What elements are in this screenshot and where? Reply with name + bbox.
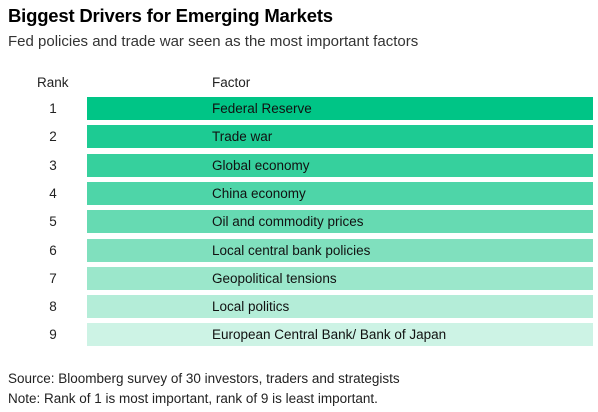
factor-bar	[87, 125, 593, 149]
rank-number: 7	[49, 270, 57, 286]
ranking-row: 2 Trade war	[0, 123, 598, 151]
factor-bar	[87, 323, 593, 347]
rank-column-header: Rank	[37, 75, 69, 90]
ranking-row: 6 Local central bank policies	[0, 237, 598, 265]
chart-subtitle: Fed policies and trade war seen as the m…	[8, 33, 419, 50]
factor-label: European Central Bank/ Bank of Japan	[212, 327, 447, 343]
factor-label: Federal Reserve	[212, 101, 312, 116]
factor-label: China economy	[212, 185, 306, 201]
factor-label: Local central bank policies	[212, 242, 371, 258]
rank-number: 6	[49, 242, 57, 258]
ranking-row: 5 Oil and commodity prices	[0, 208, 598, 236]
factor-bar	[87, 181, 593, 205]
rank-number: 9	[49, 327, 57, 343]
factor-label: Global economy	[212, 157, 310, 173]
factor-label: Trade war	[212, 129, 273, 145]
factor-column-header: Factor	[212, 75, 251, 90]
factor-bar	[87, 97, 593, 120]
factor-label: Oil and commodity prices	[212, 214, 364, 230]
factor-label: Local politics	[212, 299, 290, 315]
factor-bar	[87, 238, 593, 262]
ranking-row: 7 Geopolitical tensions	[0, 265, 598, 293]
ranking-row: 8 Local politics	[0, 293, 598, 321]
factor-label: Geopolitical tensions	[212, 270, 337, 286]
rank-number: 1	[49, 101, 57, 116]
rank-number: 3	[49, 157, 57, 173]
ranking-row: 3 Global economy	[0, 152, 598, 180]
factor-bar	[87, 266, 593, 290]
rank-number: 4	[49, 185, 57, 201]
chart-title: Biggest Drivers for Emerging Markets	[8, 5, 333, 26]
rank-number: 8	[49, 299, 57, 315]
rank-number: 5	[49, 214, 57, 230]
ranking-row: 1 Federal Reserve	[0, 95, 598, 123]
factor-bar	[87, 153, 593, 177]
ranking-row: 4 China economy	[0, 180, 598, 208]
source-note: Source: Bloomberg survey of 30 investors…	[8, 371, 400, 386]
factor-bar	[87, 295, 593, 319]
factor-bar	[87, 210, 593, 234]
ranking-note: Note: Rank of 1 is most important, rank …	[8, 391, 378, 406]
rank-number: 2	[49, 129, 57, 145]
ranking-row: 9 European Central Bank/ Bank of Japan	[0, 321, 598, 349]
